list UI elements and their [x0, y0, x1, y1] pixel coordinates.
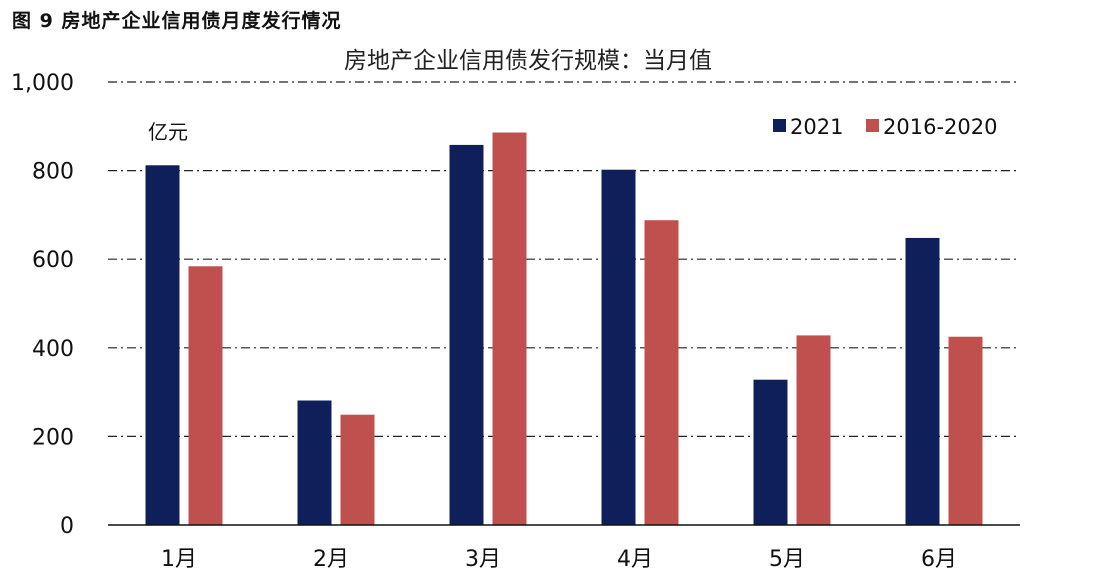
y-tick-label: 600: [32, 248, 74, 273]
bar-2021-4: [601, 169, 636, 526]
bar-2021-2: [297, 400, 332, 525]
y-axis: 0 200 400 600 800 1,000: [11, 71, 74, 539]
gridlines: [108, 81, 1020, 437]
bar-2016-2020-5: [796, 335, 831, 525]
x-tick-label: 6月: [921, 547, 957, 572]
bar-2021-1: [145, 165, 180, 525]
legend-swatch-2021: [773, 119, 786, 132]
bar-2021-6: [905, 237, 940, 525]
x-tick-label: 5月: [769, 547, 805, 572]
unit-label: 亿元: [148, 120, 188, 144]
y-tick-label: 200: [32, 425, 74, 450]
y-tick-label: 1,000: [11, 71, 74, 96]
bars: [145, 132, 983, 526]
bar-2016-2020-2: [340, 414, 375, 525]
legend: 2021 2016-2020: [773, 115, 997, 139]
bar-2016-2020-4: [644, 220, 679, 525]
x-tick-label: 4月: [617, 547, 653, 572]
bar-2021-5: [753, 379, 788, 525]
figure-caption: 图 9 房地产企业信用债月度发行情况: [12, 10, 342, 32]
bar-2021-3: [449, 144, 484, 525]
bar-2016-2020-6: [948, 336, 983, 525]
legend-label-2021: 2021: [790, 115, 843, 139]
legend-swatch-2016-2020: [866, 119, 879, 132]
x-tick-label: 1月: [161, 547, 197, 572]
bar-2016-2020-3: [492, 132, 527, 525]
x-tick-label: 3月: [465, 547, 501, 572]
x-tick-label: 2月: [313, 547, 349, 572]
legend-label-2016-2020: 2016-2020: [883, 115, 997, 139]
y-tick-label: 0: [60, 514, 74, 539]
bar-2016-2020-1: [188, 266, 223, 525]
chart-title: 房地产企业信用债发行规模：当月值: [344, 48, 712, 74]
y-tick-label: 400: [32, 337, 74, 362]
y-tick-label: 800: [32, 160, 74, 185]
x-axis: 1月 2月 3月 4月 5月 6月: [161, 547, 957, 572]
